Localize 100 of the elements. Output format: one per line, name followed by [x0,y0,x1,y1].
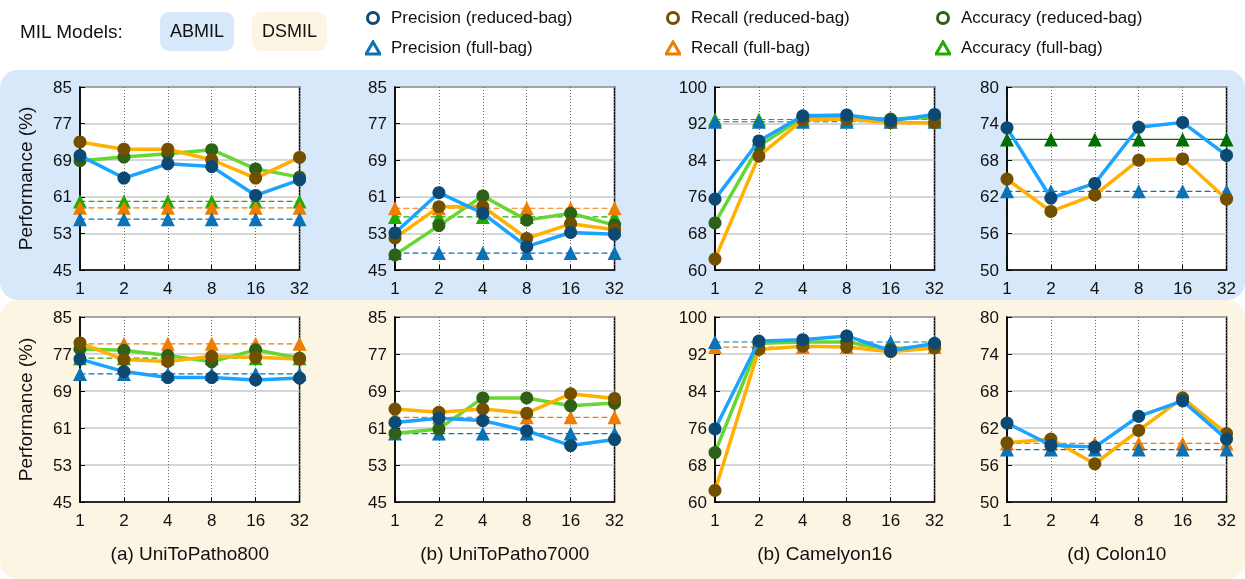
y-tick-label: 85 [368,307,387,327]
x-tick-label: 8 [841,279,852,298]
y-tick-label: 85 [368,77,387,97]
x-tick-label: 16 [1173,511,1193,530]
x-tick-label: 1 [75,511,85,530]
x-tick-label: 8 [521,279,532,298]
point [1043,132,1058,147]
y-tick-label: 61 [368,418,387,438]
point [73,200,87,215]
point [73,212,87,227]
x-tick-label: 32 [1217,279,1237,298]
point [1131,132,1146,147]
y-tick-label: 56 [980,455,999,475]
x-tick-label: 16 [881,511,901,530]
y-tick-label: 53 [368,223,387,243]
y-axis-title: Performance (%) [15,106,36,251]
y-tick-label: 76 [688,187,707,207]
y-axis-title: Performance (%) [15,337,36,482]
x-axis-title: (a) UniToPatho800 [110,543,269,564]
y-tick-label: 45 [368,492,387,512]
y-tick-label: 92 [688,114,707,134]
y-tick-label: 45 [53,492,72,512]
y-tick-label: 56 [980,223,999,243]
x-tick-label: 8 [841,511,852,530]
y-tick-label: 61 [53,418,72,438]
point [563,410,578,425]
x-tick-label: 4 [1090,279,1100,298]
point [116,200,131,215]
x-tick-label: 2 [754,511,764,530]
x-tick-label: 1 [710,511,720,530]
y-tick-label: 50 [980,260,999,280]
point [292,200,307,215]
point [431,246,446,261]
x-tick-label: 8 [1133,511,1144,530]
y-tick-label: 100 [678,77,707,97]
x-axis-title: (d) Colon10 [1067,543,1167,564]
y-tick-label: 74 [980,344,999,364]
y-tick-label: 77 [368,114,387,134]
point [204,336,219,351]
point [160,212,175,227]
y-tick-label: 84 [688,381,707,401]
point [1000,184,1014,199]
point [607,201,622,216]
x-tick-label: 16 [881,279,901,298]
y-tick-label: 85 [53,307,72,327]
point [116,212,131,227]
y-tick-label: 85 [53,77,72,97]
y-tick-label: 62 [980,418,999,438]
x-tick-label: 32 [925,279,945,298]
point [73,366,87,381]
point [1175,132,1190,147]
point [1131,184,1146,199]
x-tick-label: 2 [434,279,444,298]
y-tick-label: 69 [368,381,387,401]
x-tick-label: 32 [605,511,625,530]
x-tick-label: 2 [754,279,764,298]
x-tick-label: 4 [478,279,488,298]
legend-label: Recall (full-bag) [691,38,811,58]
y-tick-label: 68 [688,223,707,243]
point [607,410,622,425]
point [292,336,307,351]
y-tick-label: 68 [980,381,999,401]
x-tick-label: 32 [290,279,310,298]
y-tick-label: 80 [980,307,999,327]
point [1219,132,1234,147]
y-tick-label: 50 [980,492,999,512]
y-tick-label: 53 [53,223,72,243]
legend-label: Recall (reduced-bag) [691,8,850,28]
legend-label: Precision (reduced-bag) [391,8,573,28]
point [1087,132,1102,147]
point [248,200,263,215]
x-tick-label: 4 [163,511,173,530]
x-tick-label: 2 [1046,279,1056,298]
point [204,212,219,227]
point [160,200,175,215]
x-tick-label: 16 [1173,279,1193,298]
y-tick-label: 77 [368,344,387,364]
point [204,200,219,215]
y-tick-label: 45 [53,260,72,280]
text: DSMIL [252,12,328,51]
legend-label: Precision (full-bag) [391,38,533,58]
x-tick-label: 2 [1046,511,1056,530]
x-tick-label: 16 [561,511,581,530]
x-tick-label: 4 [798,511,808,530]
x-tick-label: 8 [521,511,532,530]
y-tick-label: 62 [980,187,999,207]
x-tick-label: 16 [246,279,266,298]
point [1175,184,1190,199]
point [1000,132,1014,147]
y-tick-label: 74 [980,114,999,134]
x-tick-label: 8 [1133,279,1144,298]
x-tick-label: 32 [925,511,945,530]
y-tick-label: 69 [368,150,387,170]
x-tick-label: 1 [1002,511,1012,530]
x-tick-label: 1 [390,279,400,298]
y-tick-label: 68 [688,455,707,475]
x-tick-label: 8 [206,511,217,530]
y-tick-label: 60 [688,492,707,512]
x-tick-label: 2 [434,511,444,530]
y-tick-label: 84 [688,150,707,170]
